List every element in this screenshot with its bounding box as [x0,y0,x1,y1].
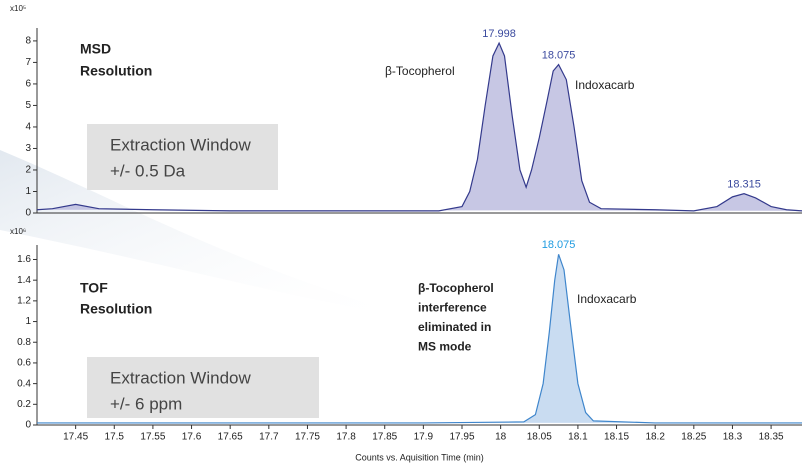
panel-title: MSD [80,41,111,57]
y-tick-label: 1.4 [17,275,31,286]
y-tick-label: 6 [25,79,31,90]
panel-title: TOF [80,280,108,296]
x-tick-label: 18.35 [759,432,784,443]
y-tick-label: 7 [25,57,31,68]
y-tick-label: 1.6 [17,254,31,265]
peak-label: 18.075 [542,239,576,251]
x-tick-label: 17.75 [295,432,320,443]
x-tick-label: 18.15 [604,432,629,443]
x-tick-label: 17.7 [259,432,279,443]
y-tick-label: 5 [25,100,31,111]
box-text: +/- 6 ppm [110,394,182,413]
y-tick-label: 0 [25,420,31,431]
y-tick-label: 0 [25,208,31,219]
panel-title: Resolution [80,63,152,79]
y-tick-label: 0.2 [17,399,31,410]
box-text: Extraction Window [110,368,251,387]
x-tick-label: 17.55 [140,432,165,443]
x-axis-label: Counts vs. Aquisition Time (min) [355,452,484,462]
y-tick-label: 3 [25,143,31,154]
y-tick-label: 0.8 [17,337,31,348]
annotation: MS mode [418,340,472,354]
area-line [37,254,802,424]
area-line [36,41,803,212]
x-tick-label: 17.9 [414,432,434,443]
peak-label: 18.315 [727,179,761,191]
x-tick-label: 18.05 [527,432,552,443]
x-tick-label: 18.3 [723,432,743,443]
box-text: +/- 0.5 Da [110,161,186,180]
multiplier: x10⁵ [10,4,26,13]
x-tick-label: 17.45 [63,432,88,443]
panel-title: Resolution [80,301,152,317]
y-tick-label: 2 [25,165,31,176]
y-tick-label: 8 [25,36,31,47]
peak-label: 18.075 [542,49,576,61]
y-tick-label: 1.2 [17,296,31,307]
annotation: β-Tocopherol [385,64,455,78]
x-tick-label: 17.65 [218,432,243,443]
multiplier: x10⁶ [10,227,26,236]
extraction-box [87,124,278,190]
annotation: interference [418,301,487,315]
x-tick-label: 18 [495,432,507,443]
extraction-box [87,357,319,418]
annotation: Indoxacarb [575,78,635,92]
y-tick-label: 0.6 [17,358,31,369]
decoration [0,150,420,320]
x-tick-label: 17.85 [372,432,397,443]
x-tick-label: 18.1 [568,432,588,443]
x-tick-label: 18.2 [645,432,665,443]
peak-label: 17.998 [482,28,516,40]
x-tick-label: 18.25 [681,432,706,443]
y-tick-label: 1 [25,186,31,197]
y-tick-label: 0.4 [17,378,31,389]
x-tick-label: 17.6 [182,432,202,443]
x-tick-label: 17.95 [449,432,474,443]
x-tick-label: 17.5 [105,432,125,443]
annotation: Indoxacarb [577,292,637,306]
box-text: Extraction Window [110,135,251,154]
y-tick-label: 1 [25,316,31,327]
annotation: eliminated in [418,320,491,334]
annotation: β-Tocopherol [418,281,494,295]
x-tick-label: 17.8 [336,432,356,443]
y-tick-label: 4 [25,122,31,133]
